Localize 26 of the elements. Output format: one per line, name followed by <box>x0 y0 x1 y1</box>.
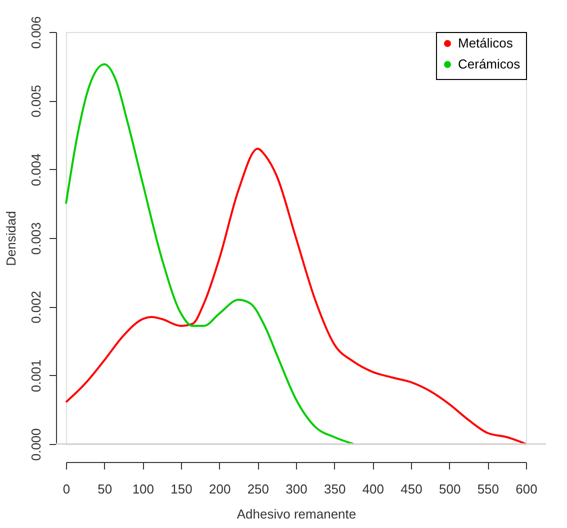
x-tick-label: 500 <box>438 482 461 496</box>
legend-label: Metálicos <box>458 36 514 50</box>
x-tick-label: 450 <box>400 482 422 496</box>
x-tick-label: 250 <box>247 482 270 496</box>
y-tick-label: 0.002 <box>28 290 44 324</box>
y-tick-label: 0.006 <box>28 16 44 49</box>
x-tick-label: 300 <box>286 482 308 496</box>
y-tick-label: 0.005 <box>28 84 44 118</box>
x-axis-title: Adhesivo remanente <box>236 506 356 522</box>
y-tick-label: 0.003 <box>28 222 44 255</box>
line-series <box>65 148 527 445</box>
x-tick-label: 350 <box>324 482 346 496</box>
line-series <box>65 63 354 445</box>
x-tick-label: 150 <box>170 482 192 496</box>
x-tick-label: 50 <box>98 482 112 496</box>
x-tick-label: 400 <box>362 482 384 496</box>
y-tick-label: 0.000 <box>28 428 44 461</box>
y-axis-title: Densidad <box>4 211 18 266</box>
y-tick-label: 0.004 <box>28 154 44 186</box>
y-tick-label: 0.001 <box>28 360 44 392</box>
legend-label: Cerámicos <box>458 56 521 72</box>
x-tick-label: 550 <box>477 482 500 496</box>
x-tick-label: 600 <box>516 482 538 496</box>
x-tick-label: 100 <box>132 482 154 496</box>
x-tick-label: 200 <box>208 482 231 496</box>
x-tick-label: 0 <box>62 482 70 496</box>
